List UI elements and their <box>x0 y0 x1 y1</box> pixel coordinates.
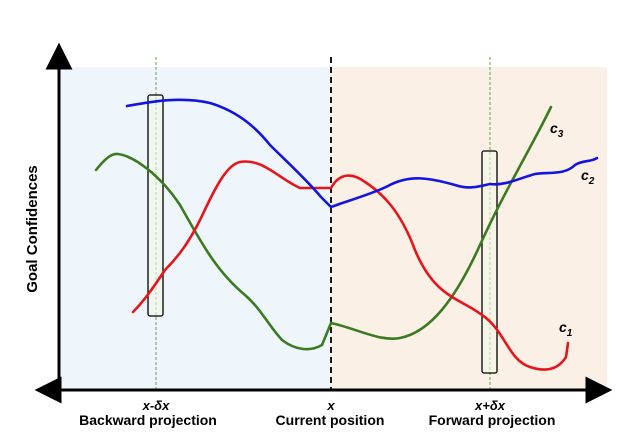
region-label-current: Current position <box>276 412 385 428</box>
y-axis-label: Goal Confidences <box>24 165 41 293</box>
c3-curve <box>94 105 553 351</box>
backward-projection-window <box>147 94 164 317</box>
series-label-c1: c1 <box>559 319 573 339</box>
tick-label-forward: x+δx <box>474 398 506 413</box>
series-label-c2: c2 <box>581 167 595 187</box>
tick-label-current: x <box>326 398 335 413</box>
c2-curve <box>125 98 599 209</box>
forward-region-background <box>331 67 607 390</box>
c1-curve <box>131 160 570 371</box>
region-label-backward: Backward projection <box>79 412 217 428</box>
region-label-forward: Forward projection <box>429 412 556 428</box>
tick-label-backward: x-δx <box>142 398 170 413</box>
series-label-c3: c3 <box>550 120 564 140</box>
